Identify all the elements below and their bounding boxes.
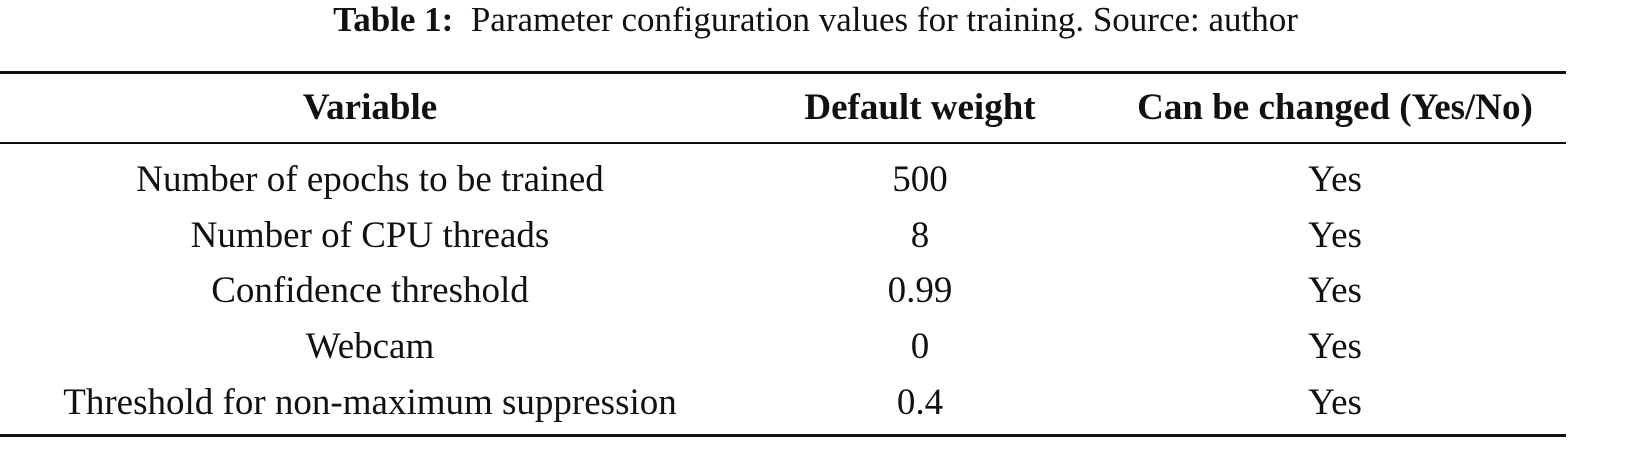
table-cell: Yes — [1308, 159, 1362, 200]
table-cell: Number of epochs to be trained — [136, 159, 604, 200]
table-cell: Confidence threshold — [211, 270, 529, 312]
table-cell: Threshold for non-maximum suppression — [63, 381, 677, 423]
caption-text: Parameter configuration values for train… — [470, 0, 1298, 39]
table-cell: Number of CPU threads — [190, 214, 550, 256]
top-rule — [0, 71, 1566, 74]
table-cell: Yes — [1308, 381, 1362, 423]
header-rule — [0, 142, 1566, 144]
table-cell: Webcam — [305, 326, 435, 368]
header-cell: Can be changed (Yes/No) — [1137, 87, 1533, 128]
table-cell: 0.99 — [887, 270, 953, 312]
header-cell: Default weight — [804, 87, 1036, 128]
table-cell: Yes — [1308, 326, 1362, 368]
table-cell: 0 — [910, 326, 930, 368]
caption-label: Table 1: — [333, 0, 454, 39]
table-cell: Yes — [1308, 270, 1362, 312]
table-caption: Table 1: Parameter configuration values … — [0, 0, 1631, 40]
header-cell: Variable — [302, 87, 438, 128]
table-cell: Yes — [1308, 214, 1362, 256]
table-cell: 8 — [910, 214, 930, 256]
bottom-rule — [0, 434, 1566, 437]
table-cell: 0.4 — [896, 381, 944, 423]
table-cell: 500 — [892, 159, 948, 200]
